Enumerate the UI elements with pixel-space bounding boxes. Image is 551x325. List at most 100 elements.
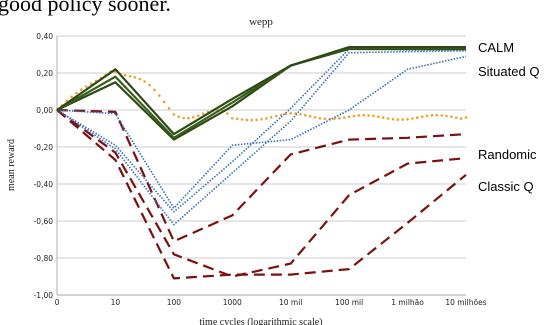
y-tick-label: 0,20 (36, 69, 53, 78)
randomic-point (143, 80, 146, 83)
randomic-point (430, 114, 434, 117)
legend-label-classic-q: Classic Q (478, 179, 534, 194)
randomic-point (396, 118, 400, 121)
legend-label-randomic: Randomic (478, 147, 537, 162)
y-tick-label: -1,00 (34, 291, 54, 300)
gridlines (56, 35, 466, 296)
randomic-point (464, 116, 468, 119)
randomic-point (167, 107, 171, 110)
randomic-point (284, 112, 288, 116)
randomic-point (255, 118, 258, 122)
randomic-point (308, 114, 312, 118)
randomic-point (162, 100, 166, 104)
y-tick-label: -0,20 (34, 143, 54, 152)
randomic-point (459, 117, 463, 120)
randomic-point (440, 114, 444, 117)
randomic-point (128, 75, 132, 78)
x-tick-label: 1000 (223, 298, 242, 307)
randomic-point (133, 76, 137, 79)
series-line (56, 50, 467, 226)
preceding-text-fragment: good policy sooner. (0, 0, 171, 16)
randomic-point (406, 117, 409, 121)
series-line (56, 109, 467, 278)
y-tick-label: -0,80 (34, 254, 54, 263)
randomic-point (435, 113, 439, 117)
randomic-point (352, 114, 356, 118)
randomic-point (401, 118, 405, 121)
randomic-point (391, 117, 395, 121)
randomic-point (304, 113, 307, 117)
series-line (56, 108, 467, 243)
series-layer (55, 46, 468, 280)
randomic-point (172, 113, 176, 116)
x-tick-label: 0 (55, 298, 60, 307)
randomic-point (343, 116, 346, 119)
chart-title: wepp (249, 16, 273, 28)
randomic-point (231, 117, 234, 120)
randomic-point (445, 114, 448, 118)
randomic-point (455, 116, 458, 120)
y-tick-label: -0,40 (34, 180, 54, 189)
randomic-point (386, 117, 390, 120)
randomic-point (153, 88, 156, 92)
randomic-point (313, 116, 317, 119)
randomic-point (235, 117, 239, 121)
x-tick-label: 100 (167, 298, 182, 307)
randomic-point (357, 114, 361, 117)
x-tick-labels: 0 10 100 1000 10 mil 100 mil 1 milhão 10 milhõe… (55, 298, 487, 307)
x-tick-label: 1 milhão (391, 298, 424, 307)
x-tick-label: 100 mil (335, 298, 363, 307)
randomic-point (158, 94, 161, 97)
randomic-point (367, 114, 370, 117)
series-line (56, 46, 466, 136)
x-tick-label: 10 (111, 298, 121, 307)
legend: CALM Situated Q Randomic Classic Q (478, 40, 539, 194)
randomic-point (80, 88, 83, 91)
randomic-point (265, 117, 268, 120)
x-axis-title: time cycles (logarithmic scale) (199, 317, 322, 325)
randomic-point (148, 83, 151, 87)
randomic-point (269, 116, 273, 119)
randomic-point (123, 74, 127, 77)
randomic-point (70, 95, 73, 99)
randomic-point (299, 112, 302, 116)
randomic-point (323, 117, 327, 121)
randomic-point (362, 113, 366, 117)
randomic-point (450, 115, 453, 119)
randomic-point (240, 118, 244, 121)
series-line (56, 55, 467, 209)
randomic-point (274, 114, 278, 118)
randomic-point (187, 116, 190, 120)
randomic-point (289, 112, 293, 115)
y-tick-labels: 0,40 0,20 0,00 -0,20 -0,40 -0,60 -0,80 -1,00 (34, 32, 54, 300)
randomic-point (425, 114, 429, 118)
randomic-point (192, 116, 195, 119)
randomic-point (381, 116, 385, 119)
randomic-point (201, 112, 205, 115)
randomic-point (138, 77, 142, 81)
randomic-point (372, 114, 375, 118)
randomic-point (84, 85, 88, 88)
randomic-point (75, 91, 78, 95)
randomic-point (377, 115, 380, 118)
series-line (56, 109, 467, 280)
randomic-point (250, 118, 254, 122)
legend-label-situated-q: Situated Q (478, 64, 539, 79)
randomic-point (260, 118, 263, 121)
randomic-point (245, 118, 249, 122)
y-tick-label: 0,00 (36, 106, 53, 115)
randomic-point (226, 112, 229, 115)
randomic-point (416, 116, 419, 119)
randomic-point (318, 116, 322, 120)
legend-label-calm: CALM (478, 40, 514, 55)
x-tick-label: 10 mil (279, 298, 302, 307)
y-tick-label: 0,40 (36, 32, 53, 41)
randomic-point (333, 117, 336, 121)
y-tick-label: -0,60 (34, 217, 54, 226)
randomic-point (196, 114, 200, 117)
randomic-point (420, 115, 424, 118)
randomic-point (347, 115, 351, 119)
y-axis-title: mean reward (6, 139, 17, 191)
randomic-point (89, 82, 93, 85)
